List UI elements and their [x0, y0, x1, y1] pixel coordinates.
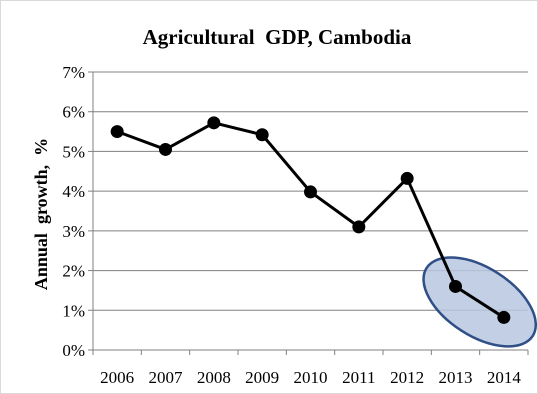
y-tick-label: 5%	[62, 142, 85, 161]
data-point	[449, 279, 462, 293]
y-tick-label: 6%	[62, 103, 85, 122]
x-tick-labels: 2006 2007 2008 2009 2010 2011 2012 2013 2014	[100, 368, 521, 387]
data-point	[400, 171, 414, 185]
y-tick-label: 0%	[62, 341, 85, 360]
y-tick-label: 2%	[62, 262, 85, 281]
x-tick-label: 2011	[342, 368, 375, 387]
y-tick-label: 7%	[62, 63, 85, 82]
y-axis-label: Annual growth, %	[31, 138, 51, 290]
y-tick-label: 1%	[62, 301, 85, 320]
y-tick-labels: 0% 1% 2% 3% 4% 5% 6% 7%	[62, 63, 85, 360]
x-tick-label: 2013	[439, 368, 473, 387]
chart-title: Agricultural GDP, Cambodia	[143, 25, 412, 49]
x-tick-label: 2007	[149, 368, 184, 387]
data-point	[255, 128, 269, 142]
data-point	[207, 116, 221, 130]
x-tick-label: 2010	[294, 368, 328, 387]
axes	[88, 71, 529, 355]
x-tick-label: 2008	[197, 368, 231, 387]
y-tick-label: 4%	[62, 182, 85, 201]
data-point	[352, 220, 366, 234]
data-point	[497, 310, 511, 324]
data-point	[304, 185, 317, 199]
highlight-ellipse	[422, 256, 538, 348]
x-tick-label: 2014	[487, 368, 522, 387]
x-tick-label: 2009	[245, 368, 279, 387]
highlight-region	[422, 256, 538, 348]
y-tick-label: 3%	[62, 222, 85, 241]
x-tick-label: 2006	[100, 368, 134, 387]
data-point	[110, 125, 124, 139]
x-tick-label: 2012	[390, 368, 424, 387]
series	[110, 116, 511, 324]
data-point	[159, 142, 172, 156]
